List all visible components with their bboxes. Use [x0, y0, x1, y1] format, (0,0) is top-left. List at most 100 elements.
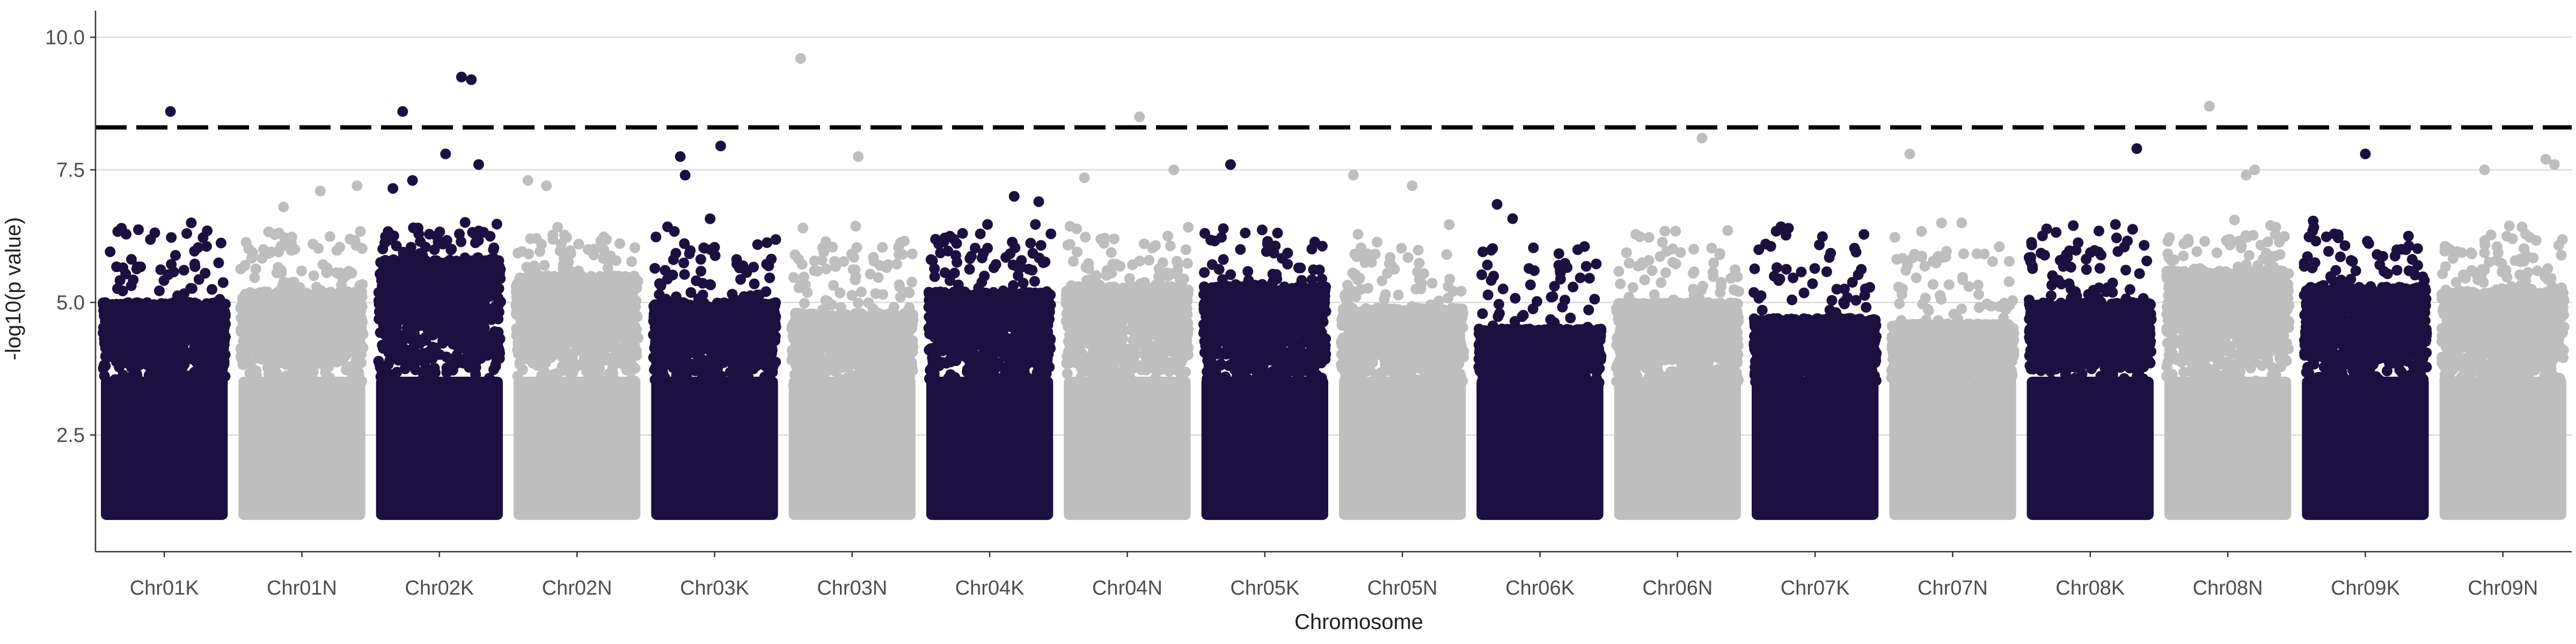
point — [207, 284, 217, 295]
point — [187, 371, 199, 382]
point — [478, 226, 489, 238]
point — [405, 241, 416, 253]
point — [189, 261, 201, 272]
point — [172, 363, 183, 375]
point — [650, 331, 661, 342]
point — [245, 311, 257, 322]
point — [696, 266, 707, 277]
point — [173, 313, 185, 325]
point — [752, 239, 763, 250]
point — [304, 305, 315, 316]
point — [263, 369, 274, 380]
point — [536, 313, 547, 325]
point — [610, 255, 621, 266]
point — [691, 275, 702, 287]
point — [401, 357, 412, 368]
point — [619, 352, 631, 363]
point — [457, 310, 469, 321]
point — [407, 313, 418, 324]
point — [581, 351, 592, 362]
point — [626, 256, 637, 267]
point — [313, 243, 324, 254]
point — [213, 311, 224, 323]
point — [281, 374, 292, 385]
point — [353, 367, 364, 378]
point — [441, 352, 452, 362]
point — [675, 330, 686, 341]
point — [733, 311, 744, 322]
point — [303, 355, 314, 367]
point — [412, 333, 423, 345]
point — [493, 342, 504, 353]
point — [138, 318, 150, 330]
point — [356, 243, 368, 254]
point — [170, 250, 181, 261]
point — [445, 335, 456, 346]
point — [323, 297, 334, 309]
point — [260, 307, 272, 318]
point — [467, 226, 478, 238]
point-cluster-Chr01N — [238, 376, 365, 520]
point — [767, 357, 778, 369]
point — [321, 332, 333, 343]
point — [384, 369, 396, 380]
point — [422, 264, 433, 275]
point — [337, 376, 348, 387]
point — [219, 321, 230, 332]
point — [356, 317, 368, 328]
point — [618, 315, 629, 326]
point — [462, 280, 473, 291]
point — [649, 263, 661, 274]
point — [126, 254, 137, 265]
series-Chr02K — [373, 217, 506, 520]
point-cluster-Chr01K — [101, 376, 228, 520]
point — [809, 255, 820, 267]
point — [477, 332, 488, 343]
point-cluster-Chr02K — [376, 376, 503, 520]
point — [488, 328, 499, 340]
point — [486, 290, 497, 301]
point — [555, 238, 567, 250]
point — [429, 244, 440, 255]
point — [456, 236, 467, 247]
point — [531, 331, 543, 342]
point — [201, 241, 212, 252]
point — [587, 378, 598, 390]
point — [488, 242, 500, 253]
point — [155, 379, 166, 390]
point — [293, 331, 304, 342]
point — [565, 370, 576, 382]
point — [376, 297, 387, 308]
point — [511, 309, 522, 320]
point — [353, 333, 364, 344]
point — [667, 378, 678, 390]
point — [697, 289, 708, 301]
point — [877, 241, 888, 253]
point — [382, 268, 393, 280]
point — [685, 299, 696, 311]
point — [457, 264, 468, 275]
point — [538, 374, 549, 385]
point — [331, 245, 342, 256]
point — [832, 258, 843, 269]
point — [512, 370, 523, 382]
point — [599, 278, 611, 289]
point — [599, 342, 610, 354]
point — [375, 362, 386, 373]
point — [565, 248, 576, 259]
series-Chr01K — [98, 224, 231, 520]
point-cluster-Chr03N — [788, 376, 916, 520]
point — [629, 333, 640, 345]
point — [746, 344, 757, 355]
point — [356, 348, 367, 360]
point — [606, 296, 618, 308]
point-cluster-Chr02N — [514, 376, 641, 520]
point — [512, 331, 523, 342]
point — [276, 268, 287, 279]
point — [240, 237, 252, 248]
point — [598, 253, 609, 264]
point — [117, 286, 128, 297]
point — [217, 334, 229, 346]
point — [131, 345, 142, 356]
point — [128, 374, 140, 385]
